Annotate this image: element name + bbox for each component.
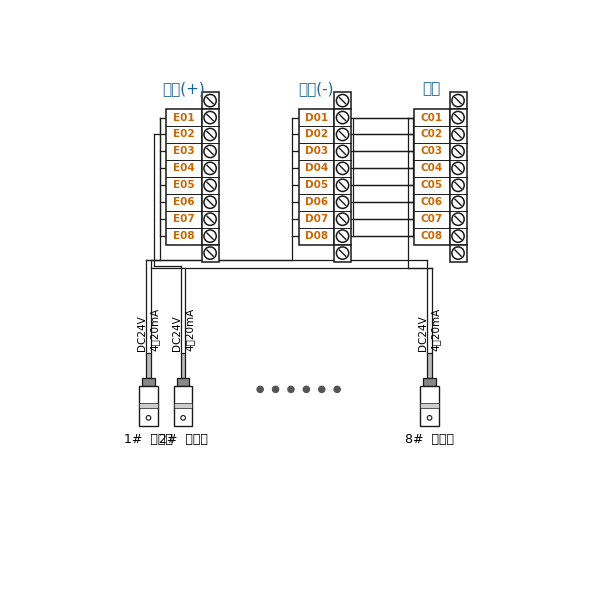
Circle shape [303, 386, 310, 392]
Bar [181, 353, 186, 378]
Text: C05: C05 [421, 180, 443, 191]
Text: E01: E01 [173, 112, 195, 123]
Bar [414, 109, 450, 245]
Text: E02: E02 [173, 129, 195, 139]
Text: E07: E07 [173, 214, 195, 224]
Text: C02: C02 [421, 129, 443, 139]
Text: 2#  变送器: 2# 变送器 [159, 433, 207, 446]
Text: C06: C06 [421, 197, 443, 207]
Circle shape [257, 386, 263, 392]
Text: C08: C08 [421, 231, 443, 241]
Text: D07: D07 [305, 214, 328, 224]
Bar [450, 245, 466, 261]
Text: D06: D06 [305, 197, 328, 207]
Circle shape [272, 386, 278, 392]
Text: DC24V: DC24V [137, 315, 147, 351]
Text: D02: D02 [305, 129, 328, 139]
Bar [142, 378, 155, 385]
Text: 供电(-): 供电(-) [298, 82, 334, 97]
Text: E04: E04 [173, 163, 195, 173]
Text: D08: D08 [305, 231, 328, 241]
Bar [427, 353, 432, 378]
Bar [334, 92, 351, 109]
Text: C03: C03 [421, 147, 443, 156]
Text: D01: D01 [305, 112, 328, 123]
Text: 4～20mA: 4～20mA [150, 308, 160, 351]
Bar [202, 245, 219, 261]
Text: E08: E08 [173, 231, 195, 241]
Text: C01: C01 [421, 112, 443, 123]
Text: E03: E03 [173, 147, 195, 156]
Bar [139, 403, 158, 408]
Text: DC24V: DC24V [418, 315, 428, 351]
Bar [166, 109, 202, 245]
Text: E06: E06 [173, 197, 195, 207]
Bar [139, 385, 158, 426]
Bar [420, 403, 439, 408]
Circle shape [334, 386, 340, 392]
Text: C07: C07 [421, 214, 443, 224]
Text: D05: D05 [305, 180, 328, 191]
Bar [177, 378, 189, 385]
Bar [450, 109, 466, 245]
Text: 4～20mA: 4～20mA [431, 308, 441, 351]
Bar [202, 92, 219, 109]
Text: 1#  变送器: 1# 变送器 [124, 433, 173, 446]
Bar [420, 385, 439, 426]
Text: 4～20mA: 4～20mA [184, 308, 194, 351]
Text: E05: E05 [173, 180, 195, 191]
Text: DC24V: DC24V [172, 315, 182, 351]
Bar [334, 245, 351, 261]
Bar [450, 92, 466, 109]
Text: 8#  变送器: 8# 变送器 [405, 433, 454, 446]
Text: D03: D03 [305, 147, 328, 156]
Bar [202, 109, 219, 245]
Bar [174, 403, 193, 408]
Circle shape [288, 386, 294, 392]
Bar [334, 109, 351, 245]
Text: 输入: 输入 [423, 82, 441, 97]
Circle shape [319, 386, 325, 392]
Bar [174, 385, 193, 426]
Bar [423, 378, 436, 385]
Text: 供电(+): 供电(+) [163, 82, 205, 97]
Bar [298, 109, 334, 245]
Bar [146, 353, 151, 378]
Text: D04: D04 [305, 163, 328, 173]
Text: C04: C04 [421, 163, 443, 173]
